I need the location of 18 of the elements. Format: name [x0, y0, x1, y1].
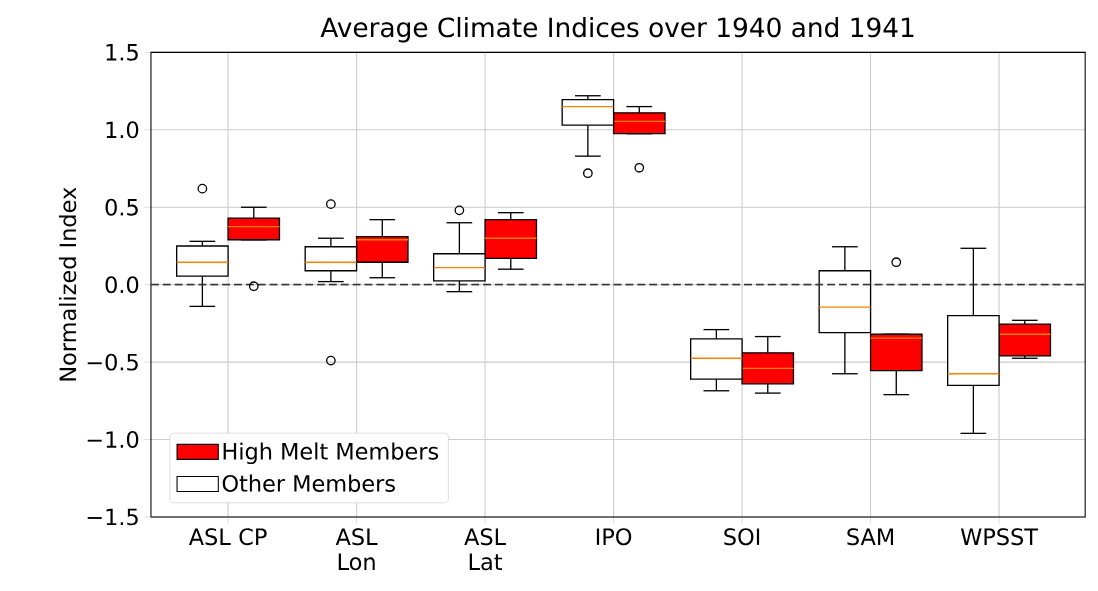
x-tick-label: SAM	[847, 528, 894, 546]
y-tick-label: −1.5	[87, 508, 138, 526]
x-tick-label: ASL Lon	[335, 528, 378, 571]
y-axis-title: Normalized Index	[58, 187, 77, 381]
x-tick-label: WPSST	[960, 528, 1039, 546]
x-tick-label: IPO	[596, 528, 632, 546]
legend-label: High Melt Members	[223, 442, 439, 464]
y-tick-label: 0.0	[105, 276, 139, 294]
y-tick-label: 1.5	[106, 44, 138, 61]
y-tick-label: −1.0	[87, 431, 139, 448]
chart-title: Average Climate Indices over 1940 and 1941	[320, 16, 914, 43]
x-tick-label: SOI	[724, 528, 760, 546]
y-tick-label: −0.5	[87, 353, 138, 371]
x-tick-label: ASL Lat	[464, 528, 506, 571]
x-tick-label: ASL CP	[188, 528, 267, 546]
y-tick-label: 0.5	[105, 198, 138, 216]
y-tick-label: 1.0	[106, 121, 139, 139]
legend-label: Other Members	[222, 474, 395, 492]
